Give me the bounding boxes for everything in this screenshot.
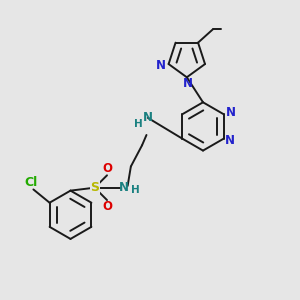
Text: S: S — [90, 181, 99, 194]
Text: N: N — [225, 106, 236, 119]
Text: N: N — [225, 134, 235, 147]
Text: N: N — [143, 111, 153, 124]
Text: Cl: Cl — [24, 176, 38, 190]
Text: O: O — [102, 200, 112, 213]
Text: N: N — [118, 181, 128, 194]
Text: N: N — [156, 59, 166, 72]
Text: H: H — [134, 119, 142, 129]
Text: H: H — [131, 185, 140, 195]
Text: O: O — [102, 162, 112, 175]
Text: N: N — [182, 77, 192, 90]
